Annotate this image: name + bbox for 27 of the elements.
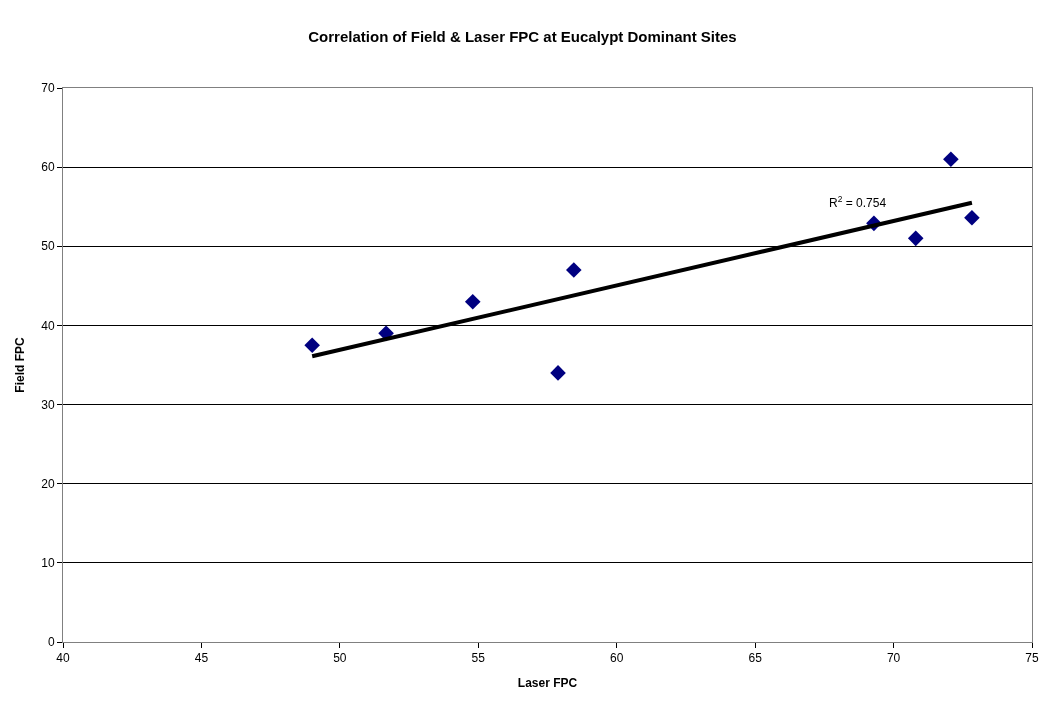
x-tick-label: 75 (1025, 651, 1039, 666)
x-tick-label: 55 (471, 651, 486, 666)
y-tick-label: 0 (47, 635, 55, 650)
x-tick-label: 65 (748, 651, 763, 666)
point (304, 337, 320, 354)
y-tick-label: 50 (41, 239, 55, 254)
x-tick-label: 40 (56, 651, 70, 666)
point (566, 262, 582, 278)
chart-title: Correlation of Field & Laser FPC at Eucalypt Dominant Sites (308, 28, 737, 46)
x-tick-label: 60 (610, 651, 624, 666)
point (907, 230, 924, 247)
y-tick-label: 30 (41, 397, 55, 412)
point (943, 151, 959, 168)
x-tick-label: 45 (194, 651, 209, 666)
point (550, 365, 566, 381)
y-tick-label: 20 (41, 476, 55, 491)
y-axis-title: Field FPC (12, 337, 27, 393)
x-tick-label: 50 (333, 651, 347, 666)
x-axis-title: Laser FPC (517, 676, 578, 691)
y-tick-label: 60 (41, 160, 55, 175)
y-tick-label: 10 (41, 556, 55, 571)
x-tick-label: 70 (886, 651, 901, 666)
point (464, 293, 481, 310)
y-tick-label: 40 (41, 318, 55, 333)
y-tick-label: 70 (41, 81, 55, 96)
point (964, 209, 980, 226)
annotation: R$^{2}$ = 0.754 (829, 194, 887, 211)
